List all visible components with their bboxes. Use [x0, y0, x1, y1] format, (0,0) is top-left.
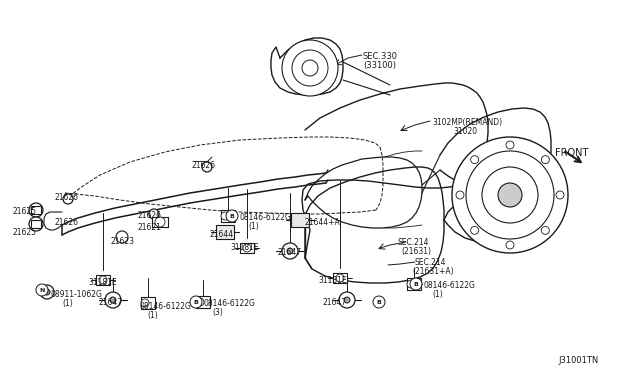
Text: 21621: 21621: [138, 223, 162, 232]
Circle shape: [196, 298, 204, 306]
Bar: [31, 220, 41, 228]
Circle shape: [407, 280, 415, 288]
Bar: [96, 275, 110, 285]
Text: 21623: 21623: [110, 237, 134, 246]
Text: 21647: 21647: [98, 298, 122, 307]
Text: 3102MP(REMAND): 3102MP(REMAND): [432, 118, 502, 127]
Text: 21626: 21626: [54, 193, 78, 202]
Circle shape: [141, 299, 149, 307]
Text: SEC.330: SEC.330: [363, 52, 398, 61]
Circle shape: [541, 226, 549, 234]
Circle shape: [221, 212, 229, 220]
Text: SEC.214: SEC.214: [415, 258, 447, 267]
Text: 08911-1062G: 08911-1062G: [50, 290, 102, 299]
Bar: [216, 225, 234, 239]
Circle shape: [339, 292, 355, 308]
Text: B: B: [413, 282, 419, 286]
Circle shape: [29, 217, 43, 231]
Circle shape: [470, 155, 479, 164]
Circle shape: [226, 210, 238, 222]
Circle shape: [40, 285, 54, 299]
Circle shape: [29, 203, 43, 217]
Circle shape: [482, 167, 538, 223]
Text: 21644: 21644: [210, 230, 234, 239]
Circle shape: [287, 248, 293, 254]
Circle shape: [292, 50, 328, 86]
Text: 21626: 21626: [138, 211, 162, 220]
Circle shape: [452, 137, 568, 253]
Text: 21626: 21626: [54, 218, 78, 227]
Circle shape: [155, 217, 165, 227]
Text: (21631+A): (21631+A): [412, 267, 454, 276]
Text: J31001TN: J31001TN: [558, 356, 598, 365]
Circle shape: [190, 296, 202, 308]
Circle shape: [506, 141, 514, 149]
Circle shape: [456, 191, 464, 199]
Bar: [31, 206, 41, 214]
Circle shape: [541, 155, 549, 164]
Text: 31181E: 31181E: [318, 276, 347, 285]
Text: (1): (1): [432, 290, 443, 299]
Text: 31020: 31020: [453, 127, 477, 136]
Circle shape: [202, 162, 212, 172]
Text: B: B: [193, 299, 198, 305]
Text: (21631): (21631): [401, 247, 431, 256]
Text: 21644+A: 21644+A: [305, 218, 340, 227]
Text: B: B: [230, 214, 234, 218]
Bar: [240, 243, 254, 253]
Circle shape: [410, 278, 422, 290]
Text: N: N: [39, 288, 45, 292]
Circle shape: [282, 243, 298, 259]
Text: 31181E: 31181E: [88, 278, 116, 287]
Bar: [407, 278, 421, 290]
Text: 21626: 21626: [192, 161, 216, 170]
Text: B: B: [376, 299, 381, 305]
Circle shape: [302, 60, 318, 76]
Circle shape: [110, 297, 116, 303]
Text: 21625: 21625: [12, 228, 36, 237]
Bar: [221, 210, 235, 222]
Circle shape: [556, 191, 564, 199]
Text: (33100): (33100): [363, 61, 396, 70]
Circle shape: [498, 183, 522, 207]
Circle shape: [243, 244, 251, 252]
Text: 21647: 21647: [323, 298, 347, 307]
Text: 21647: 21647: [278, 248, 302, 257]
Circle shape: [149, 209, 159, 219]
Text: (1): (1): [248, 222, 259, 231]
Text: 08146-6122G: 08146-6122G: [139, 302, 191, 311]
Text: 31181E: 31181E: [230, 243, 259, 252]
Circle shape: [116, 231, 128, 243]
Circle shape: [36, 284, 48, 296]
Bar: [141, 297, 155, 309]
Circle shape: [466, 151, 554, 239]
Text: (1): (1): [62, 299, 73, 308]
Text: (3): (3): [212, 308, 223, 317]
Circle shape: [44, 289, 50, 295]
Text: 08146-6122G: 08146-6122G: [424, 281, 476, 290]
Circle shape: [470, 226, 479, 234]
Bar: [152, 217, 168, 227]
Circle shape: [99, 276, 107, 284]
Text: 08146-6122G: 08146-6122G: [204, 299, 256, 308]
Text: SEC.214: SEC.214: [398, 238, 429, 247]
Text: (1): (1): [147, 311, 157, 320]
Circle shape: [282, 40, 338, 96]
Circle shape: [336, 274, 344, 282]
Bar: [291, 213, 309, 227]
Text: FRONT: FRONT: [555, 148, 588, 158]
Text: 21625: 21625: [12, 207, 36, 216]
Circle shape: [373, 296, 385, 308]
Circle shape: [506, 241, 514, 249]
Circle shape: [105, 292, 121, 308]
Circle shape: [344, 297, 350, 303]
Bar: [333, 273, 347, 283]
Text: 08146-6122G: 08146-6122G: [240, 213, 292, 222]
Bar: [196, 296, 210, 308]
Circle shape: [63, 194, 73, 204]
